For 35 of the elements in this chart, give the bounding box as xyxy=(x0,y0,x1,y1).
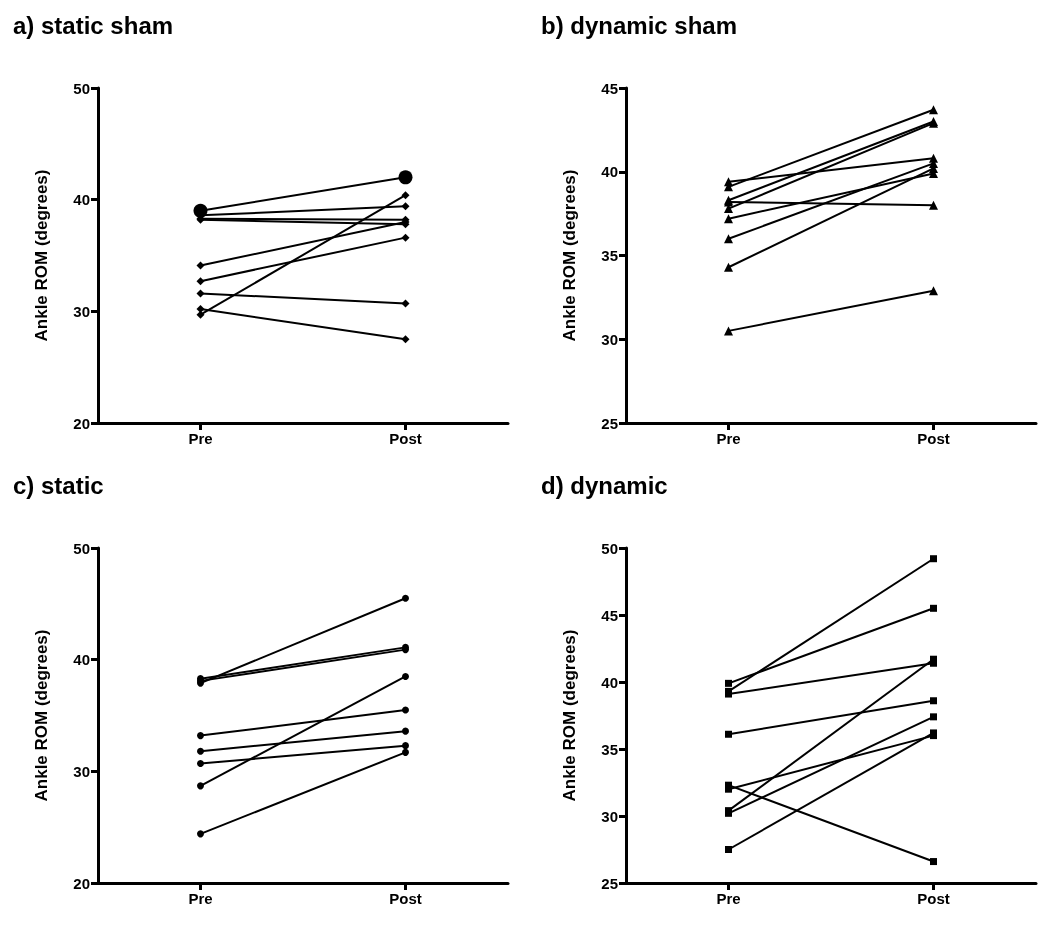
y-tick-label: 50 xyxy=(73,79,90,97)
x-tick-label: Pre xyxy=(716,430,741,447)
y-tick-label: 35 xyxy=(601,740,618,758)
y-axis-title: Ankle ROM (degrees) xyxy=(32,629,51,802)
chart-title: a) static sham xyxy=(13,11,174,39)
x-tick-label: Pre xyxy=(188,890,213,907)
y-tick-label: 30 xyxy=(601,807,618,825)
y-tick-label: 30 xyxy=(73,302,90,320)
y-tick-label: 30 xyxy=(601,330,618,348)
y-axis-title: Ankle ROM (degrees) xyxy=(560,629,579,802)
x-tick-label: Pre xyxy=(188,430,213,447)
y-tick-label: 35 xyxy=(601,247,618,264)
y-tick-label: 45 xyxy=(601,79,618,97)
y-tick-label: 25 xyxy=(601,874,618,892)
y-tick-label: 40 xyxy=(73,651,90,669)
y-tick-label: 30 xyxy=(73,762,90,780)
y-axis-title: Ankle ROM (degrees) xyxy=(560,169,579,342)
x-tick-label: Pre xyxy=(716,890,741,907)
y-tick-label: 40 xyxy=(601,673,618,691)
x-tick-label: Post xyxy=(917,430,950,447)
y-axis-title: Ankle ROM (degrees) xyxy=(32,169,51,342)
chart-title: b) dynamic sham xyxy=(541,11,738,39)
y-tick-label: 40 xyxy=(601,163,618,181)
x-tick-label: Post xyxy=(917,890,950,907)
y-tick-label: 25 xyxy=(601,414,618,432)
y-tick-label: 40 xyxy=(73,191,90,209)
x-tick-label: Post xyxy=(389,890,422,907)
y-tick-label: 50 xyxy=(73,539,90,557)
y-tick-label: 45 xyxy=(601,606,618,624)
y-tick-label: 20 xyxy=(73,414,90,432)
chart-title: c) static xyxy=(13,471,104,499)
chart-title: d) dynamic xyxy=(541,471,668,499)
y-tick-label: 50 xyxy=(601,539,618,557)
x-tick-label: Post xyxy=(389,430,422,447)
y-tick-label: 20 xyxy=(73,874,90,892)
